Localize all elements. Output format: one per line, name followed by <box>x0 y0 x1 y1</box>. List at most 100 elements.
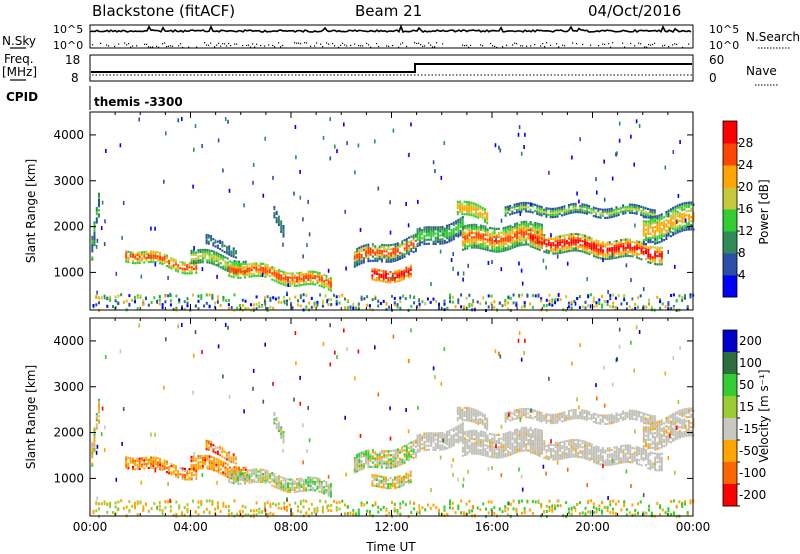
power-cell <box>333 293 335 297</box>
power-cell <box>193 263 195 266</box>
power-cell <box>163 179 165 184</box>
power-cell <box>213 252 216 255</box>
power-cell <box>259 264 262 267</box>
power-cell <box>611 176 614 181</box>
power-cell <box>531 229 534 232</box>
power-cell <box>226 263 229 266</box>
y-tick-label: 4000 <box>53 128 84 142</box>
power-cell <box>500 218 503 223</box>
power-cell <box>477 236 480 239</box>
velocity-cell <box>266 476 269 479</box>
power-cell <box>538 213 541 216</box>
power-cell <box>536 241 539 244</box>
power-cell <box>117 294 120 298</box>
power-cell <box>230 265 233 268</box>
velocity-cell <box>482 435 485 438</box>
power-cell <box>223 250 226 254</box>
velocity-cell <box>481 414 484 418</box>
velocity-cell <box>280 488 283 491</box>
power-cell <box>475 242 478 245</box>
velocity-cell <box>410 453 413 456</box>
power-cell <box>599 244 602 247</box>
velocity-cell <box>192 455 195 458</box>
power-cell <box>660 227 663 230</box>
power-cell <box>378 277 381 280</box>
power-cell <box>352 302 355 306</box>
power-cell <box>577 247 580 250</box>
power-cell <box>550 237 552 240</box>
power-cell <box>291 278 294 281</box>
velocity-cell <box>466 440 469 443</box>
velocity-cell <box>459 429 462 432</box>
power-cell <box>369 249 372 252</box>
velocity-cell <box>329 493 332 496</box>
power-cell <box>418 241 421 245</box>
velocity-cell <box>219 464 222 467</box>
power-cell <box>373 268 376 271</box>
power-cell <box>439 240 442 243</box>
power-cell <box>208 253 211 256</box>
velocity-cell <box>518 446 521 449</box>
velocity-cell <box>439 440 442 443</box>
power-cell <box>602 243 604 246</box>
velocity-cell <box>208 465 211 468</box>
power-cell <box>669 216 672 219</box>
power-cell <box>205 233 208 236</box>
power-cell <box>213 250 216 253</box>
power-heatmap <box>91 116 695 312</box>
velocity-cell <box>407 473 410 476</box>
power-cell <box>593 255 595 258</box>
power-cell <box>473 236 476 239</box>
power-cell <box>595 177 597 182</box>
power-cell <box>577 245 580 248</box>
velocity-cell <box>536 428 539 431</box>
velocity-cell <box>199 461 202 464</box>
power-cell <box>631 249 634 252</box>
power-cell <box>416 236 419 239</box>
power-cell <box>139 294 142 298</box>
velocity-cell <box>250 479 253 482</box>
velocity-cell <box>450 439 453 442</box>
power-cell <box>681 213 684 216</box>
velocity-cell <box>389 483 392 486</box>
power-cell <box>576 211 579 214</box>
power-cell <box>197 251 200 254</box>
velocity-cell <box>456 410 459 414</box>
velocity-cell <box>461 436 464 439</box>
velocity-cell <box>125 462 128 465</box>
velocity-cell <box>409 472 412 475</box>
power-cell <box>302 254 304 259</box>
power-cell <box>201 250 204 253</box>
power-cell <box>145 259 148 262</box>
velocity-cell <box>493 435 496 438</box>
velocity-cell <box>212 450 215 453</box>
power-cell <box>122 300 125 304</box>
velocity-cell <box>525 430 528 433</box>
velocity-cell <box>329 485 332 488</box>
velocity-cell <box>457 433 460 436</box>
power-cell <box>434 232 437 235</box>
power-cell <box>450 229 453 232</box>
velocity-cell <box>385 466 388 469</box>
power-cell <box>669 226 672 229</box>
velocity-cell <box>538 429 541 432</box>
velocity-cell <box>190 466 193 469</box>
power-cell <box>511 236 514 239</box>
power-cell <box>454 305 457 309</box>
velocity-cell <box>437 434 439 437</box>
power-cell <box>93 244 96 247</box>
velocity-cell <box>405 445 408 449</box>
power-cell <box>548 293 551 297</box>
power-cell <box>590 247 593 250</box>
velocity-cell <box>95 419 98 422</box>
velocity-cell <box>446 434 448 438</box>
power-cell <box>688 224 690 227</box>
power-cell <box>638 244 641 248</box>
velocity-cell <box>380 475 383 478</box>
velocity-cell <box>318 482 321 485</box>
velocity-cell <box>412 440 415 443</box>
power-cell <box>321 304 324 308</box>
power-cell <box>511 210 514 213</box>
velocity-cell <box>190 478 193 481</box>
velocity-cell <box>275 480 278 483</box>
